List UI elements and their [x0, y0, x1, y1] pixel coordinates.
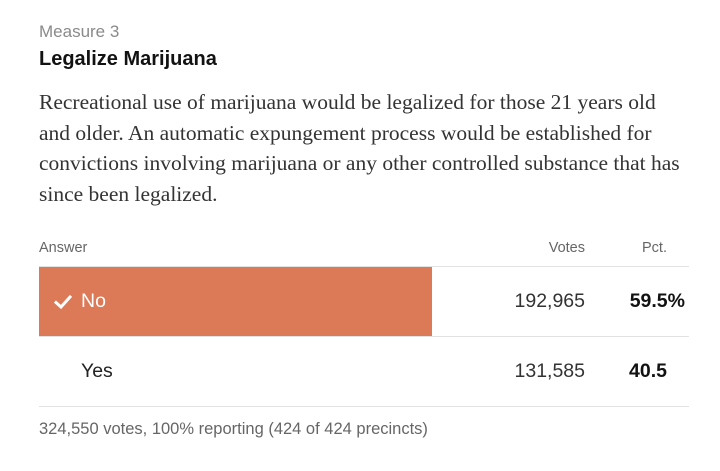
vote-percentage: 40.5 [629, 360, 667, 382]
reporting-summary: 324,550 votes, 100% reporting (424 of 42… [39, 420, 428, 438]
pct-column-header: Pct. [642, 240, 667, 256]
measure-number: Measure 3 [39, 22, 120, 41]
vote-percentage: 59.5% [629, 290, 685, 312]
measure-description: Recreational use of marijuana would be l… [39, 90, 680, 206]
vote-count: 192,965 [514, 290, 586, 312]
answer-label: No [81, 290, 106, 312]
votes-column-header: Votes [548, 240, 585, 256]
vote-share-bar [39, 267, 432, 336]
vote-count: 131,585 [514, 360, 586, 382]
checkmark-icon [53, 294, 73, 310]
answer-column-header: Answer [39, 240, 88, 256]
results-table-header: Answer Votes Pct. [39, 240, 689, 260]
result-row-no: No 192,965 59.5% [39, 266, 689, 336]
result-row-yes: Yes 131,585 40.5 [39, 336, 689, 407]
answer-label: Yes [81, 360, 113, 382]
measure-title: Legalize Marijuana [39, 48, 217, 70]
